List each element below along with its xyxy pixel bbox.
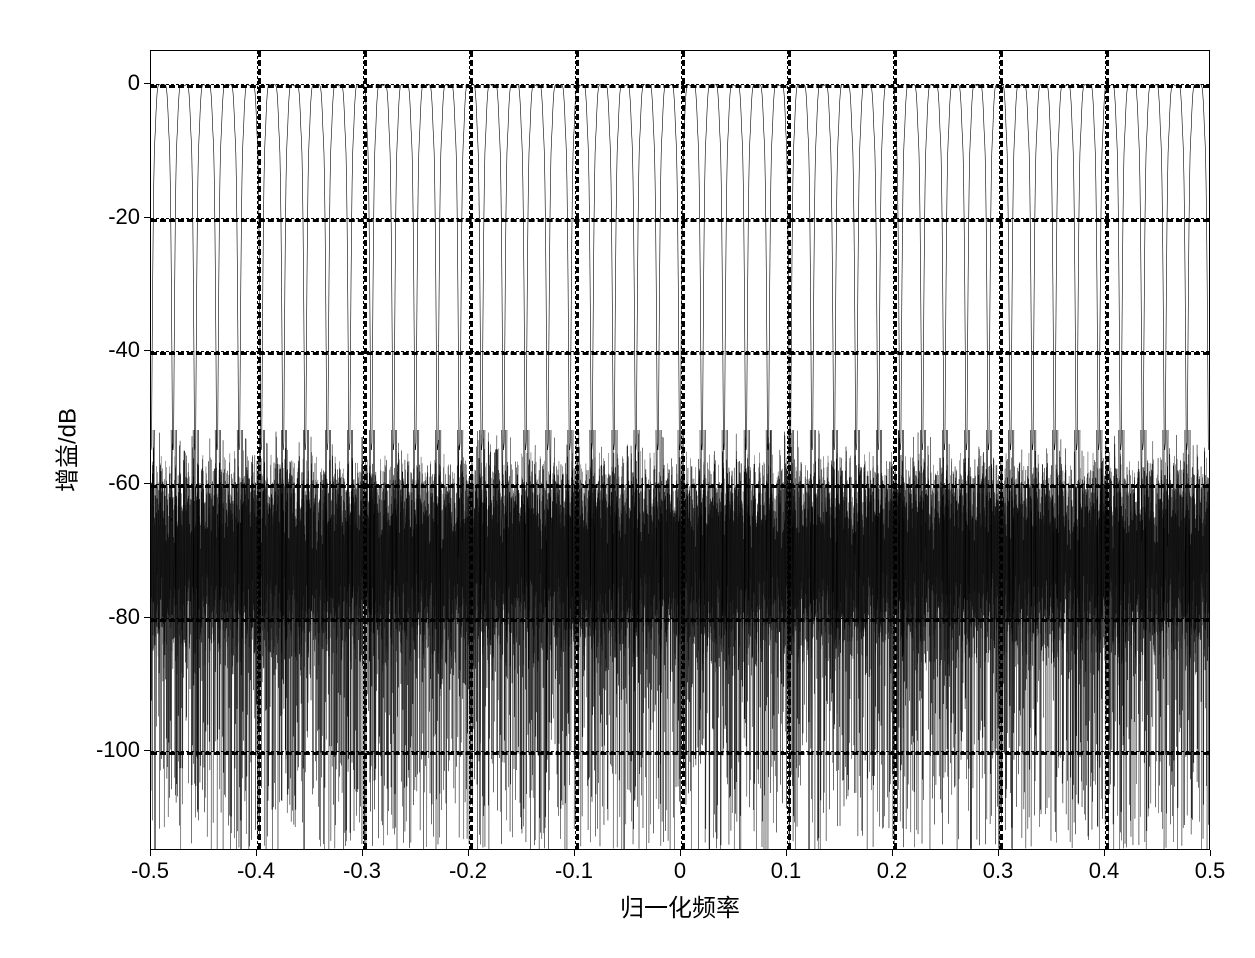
filter-mainlobe [614,85,636,450]
filter-mainlobe [834,85,856,450]
filter-mainlobe [1099,85,1121,450]
y-tick [144,750,150,751]
filter-mainlobe [482,85,504,450]
filter-mainlobe [702,85,724,450]
x-tick [150,850,151,856]
x-axis-label: 归一化频率 [620,888,740,923]
filter-mainlobe [856,85,878,450]
x-tick-label: 0.1 [771,858,802,884]
x-tick [1210,850,1211,856]
filter-mainlobe [1143,85,1165,450]
filter-mainlobe [724,85,746,450]
grid-line-vertical [787,51,791,849]
filter-mainlobe [305,85,327,450]
y-tick-label: -80 [108,604,140,630]
filter-mainlobe [371,85,393,450]
filter-mainlobe [283,85,305,450]
grid-line-horizontal [151,618,1209,622]
grid-line-horizontal [151,351,1209,355]
x-tick [362,850,363,856]
x-tick-label: 0.5 [1195,858,1226,884]
grid-line-vertical [999,51,1003,849]
filter-mainlobe [438,85,460,450]
y-tick [144,350,150,351]
filter-mainlobe [1011,85,1033,450]
grid-line-vertical [257,51,261,849]
x-tick [998,850,999,856]
y-tick [144,483,150,484]
filter-mainlobe [570,85,592,450]
grid-line-horizontal [151,751,1209,755]
filter-mainlobe [393,85,415,450]
filter-mainlobe [173,85,195,450]
filter-mainlobe [1077,85,1099,450]
filter-mainlobe [327,85,349,450]
grid-line-vertical [363,51,367,849]
filter-mainlobe [548,85,570,450]
x-tick-label: 0.2 [877,858,908,884]
y-tick-label: -60 [108,470,140,496]
filter-mainlobe [195,85,217,450]
y-tick-label: 0 [128,70,140,96]
filter-mainlobe [900,85,922,450]
filter-mainlobe [1055,85,1077,450]
x-tick-label: -0.5 [131,858,169,884]
filter-bank-plot [151,51,1209,849]
x-tick-label: 0.3 [983,858,1014,884]
y-tick-label: -40 [108,337,140,363]
filter-mainlobe [1165,85,1187,450]
grid-line-vertical [469,51,473,849]
y-axis-label: 增益/dB [48,408,83,492]
x-tick [786,850,787,856]
x-tick [574,850,575,856]
filter-mainlobe [812,85,834,450]
x-tick-label: 0.4 [1089,858,1120,884]
filter-mainlobe [151,85,173,450]
y-tick-label: -100 [96,737,140,763]
filter-mainlobe [966,85,988,450]
y-tick-label: -20 [108,204,140,230]
chart-container: 归一化频率 增益/dB -0.5 -0.4 -0.3 -0.2 -0.1 0 0.1 0.2 0… [20,20,1235,938]
x-tick [256,850,257,856]
grid-line-vertical [575,51,579,849]
x-tick-label: -0.2 [449,858,487,884]
filter-mainlobe [922,85,944,450]
grid-line-horizontal [151,84,1209,88]
x-tick-label: -0.3 [343,858,381,884]
x-tick-label: 0 [674,858,686,884]
filter-mainlobe [217,85,239,450]
filter-mainlobe [415,85,437,450]
grid-line-horizontal [151,484,1209,488]
filter-mainlobe [592,85,614,450]
grid-line-vertical [681,51,685,849]
grid-line-horizontal [151,218,1209,222]
filter-mainlobe [746,85,768,450]
grid-line-vertical [893,51,897,849]
plot-area [150,50,1210,850]
filter-mainlobe [504,85,526,450]
filter-mainlobe [261,85,283,450]
x-tick [1104,850,1105,856]
filter-mainlobe [1187,85,1209,450]
filter-mainlobe [658,85,680,450]
x-tick-label: -0.1 [555,858,593,884]
y-tick [144,217,150,218]
filter-mainlobe [636,85,658,450]
filter-mainlobe [1121,85,1143,450]
filter-mainlobe [790,85,812,450]
y-tick [144,617,150,618]
filter-mainlobe [944,85,966,450]
y-tick [144,83,150,84]
x-tick [892,850,893,856]
grid-line-vertical [1105,51,1109,849]
filter-mainlobe [349,85,371,450]
x-tick [468,850,469,856]
filter-mainlobe [1033,85,1055,450]
x-tick [680,850,681,856]
filter-mainlobe [526,85,548,450]
x-tick-label: -0.4 [237,858,275,884]
